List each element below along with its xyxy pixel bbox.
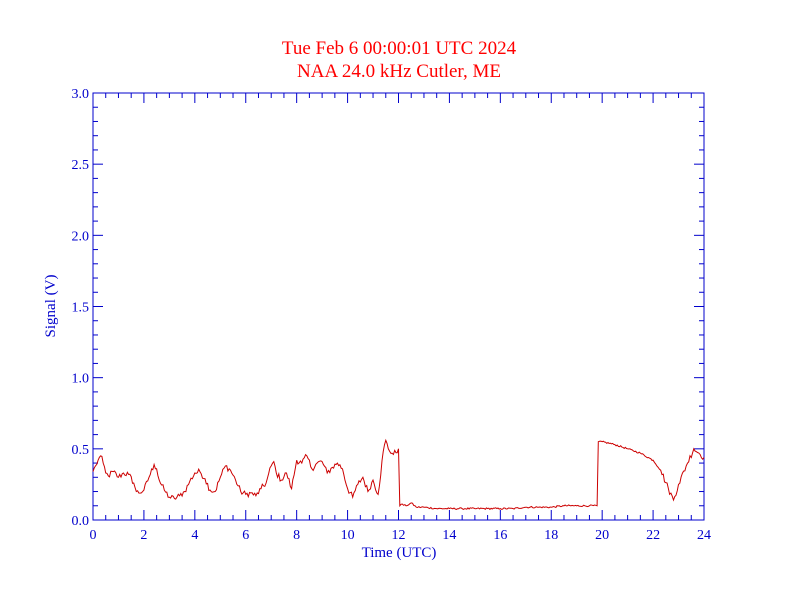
x-axis-label: Time (UTC) [362, 545, 437, 561]
series-group [92, 438, 705, 511]
x-tick-label: 24 [697, 528, 711, 543]
y-tick-label: 0.0 [72, 514, 90, 529]
x-tick-label: 22 [646, 528, 660, 543]
series-line [92, 438, 705, 511]
x-tick-label: 6 [242, 528, 249, 543]
x-tick-label: 12 [392, 528, 406, 543]
chart-subtitle: NAA 24.0 kHz Cutler, ME [297, 61, 501, 82]
y-tick-label: 0.5 [72, 443, 90, 458]
x-tick-label: 10 [341, 528, 355, 543]
axis-ticks [92, 92, 705, 521]
y-tick-label: 1.5 [72, 301, 90, 316]
x-tick-label: 16 [493, 528, 507, 543]
x-tick-label: 8 [293, 528, 300, 543]
x-tick-label: 18 [544, 528, 558, 543]
y-tick-label: 1.0 [72, 372, 90, 387]
y-axis-label: Signal (V) [43, 275, 59, 338]
y-tick-label: 2.5 [72, 158, 90, 173]
tick-labels: 0 2 4 6 8 10 12 14 16 18 20 22 240.00.51.01.52.02.53… [72, 87, 712, 543]
chart-title: Tue Feb 6 00:00:01 UTC 2024 [282, 38, 517, 59]
x-tick-label: 14 [442, 528, 456, 543]
x-tick-label: 2 [140, 528, 147, 543]
x-tick-label: 4 [191, 528, 198, 543]
x-tick-label: 20 [595, 528, 609, 543]
x-tick-label: 0 [90, 528, 97, 543]
y-tick-label: 2.0 [72, 229, 90, 244]
y-tick-label: 3.0 [72, 87, 90, 102]
